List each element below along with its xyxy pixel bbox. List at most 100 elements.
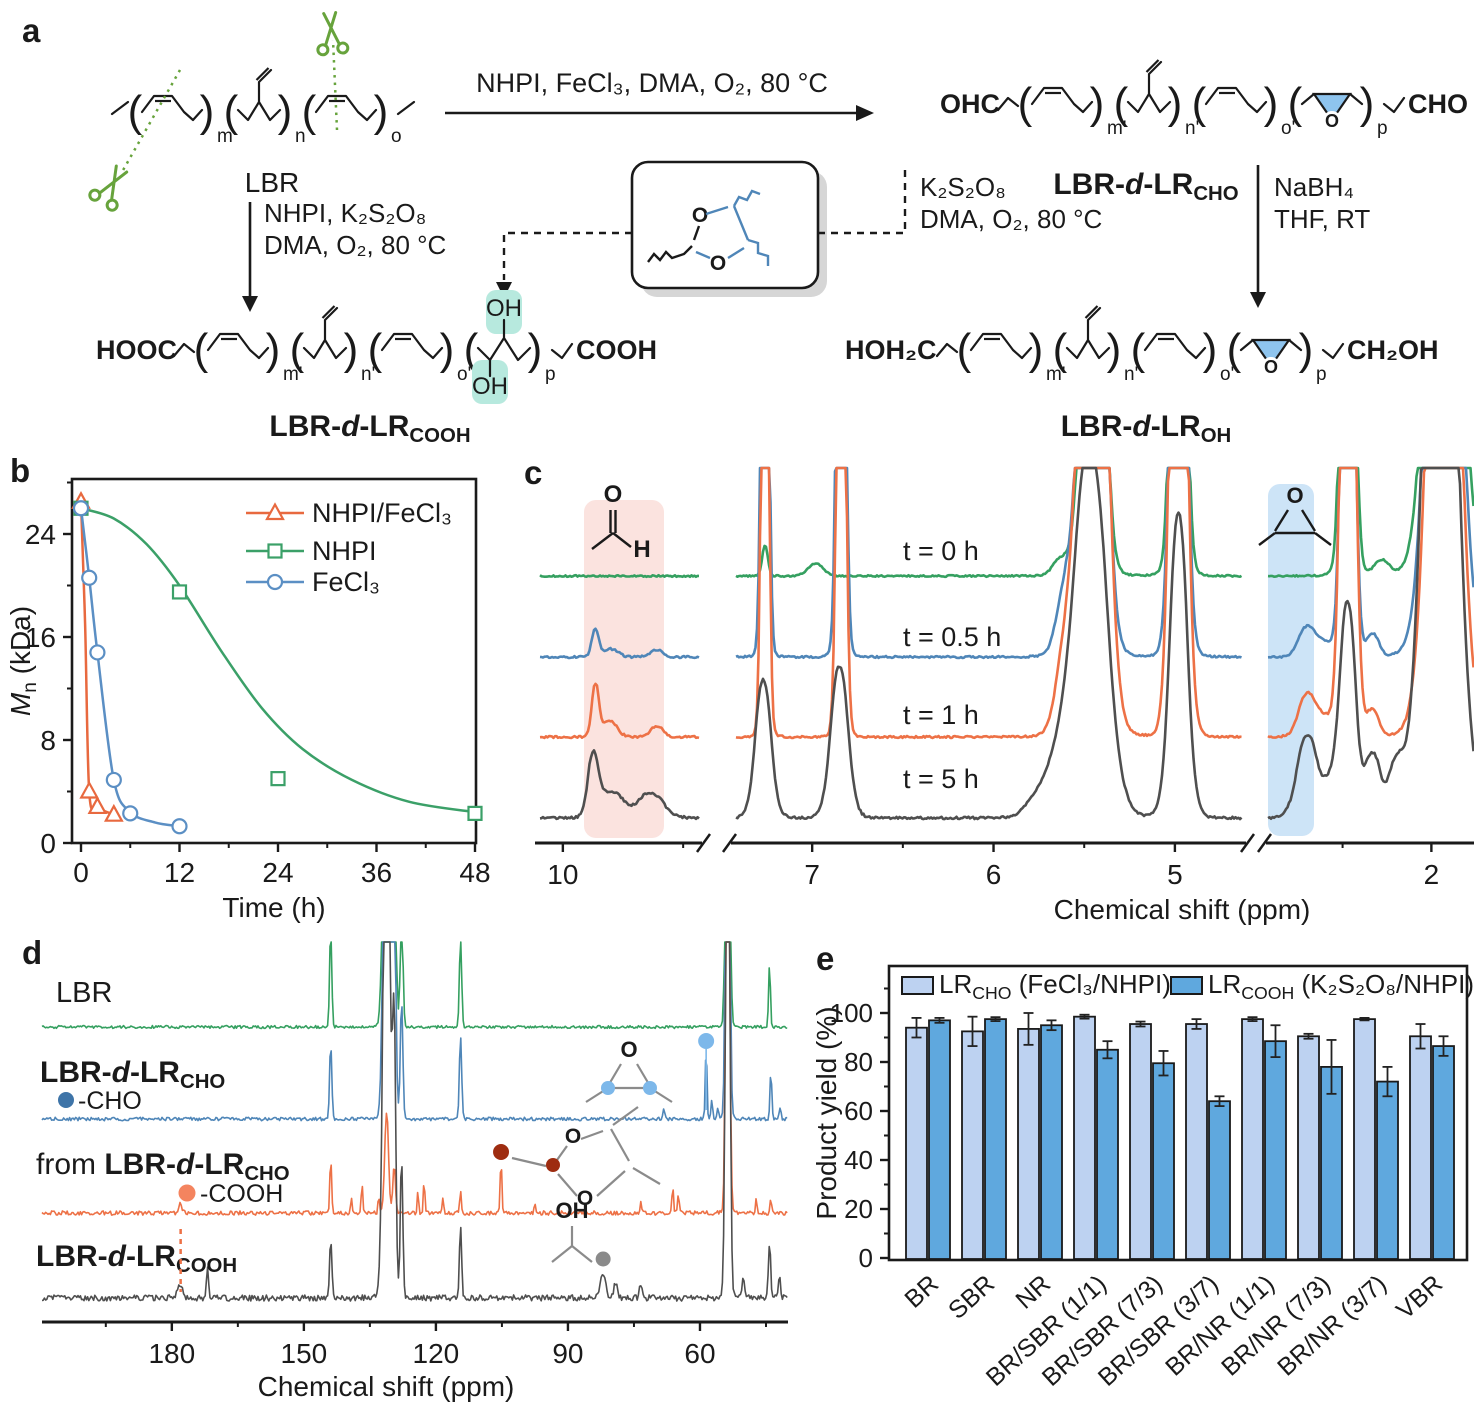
cho-assignment-label: -CHO	[78, 1087, 142, 1115]
data-point-1	[270, 771, 286, 787]
error-bar	[1046, 1019, 1057, 1032]
svg-text:(: (	[194, 325, 209, 374]
bar-BR-series-0	[905, 1026, 928, 1260]
x-tick-label: 60	[684, 1338, 715, 1369]
svg-text:(: (	[957, 325, 972, 374]
reaction-conditions-right-1: NaBH₄	[1274, 172, 1354, 202]
panel-label-e: e	[816, 940, 834, 977]
x-tick-label: 12	[164, 857, 195, 888]
panel-label-b: b	[10, 452, 30, 489]
svg-text:O: O	[1286, 483, 1303, 508]
y-tick-label: 20	[844, 1194, 873, 1224]
bar-BR/SBR (3/7)-series-0	[1185, 1023, 1208, 1260]
svg-text:): )	[440, 325, 455, 374]
bar-BR/SBR (7/3)-series-0	[1129, 1023, 1152, 1260]
aldehyde-structure-icon: OH	[591, 481, 651, 563]
svg-text:O: O	[565, 1125, 581, 1148]
y-axis-label: Product yield (%)	[811, 1006, 842, 1219]
error-bar	[1382, 1066, 1393, 1098]
nmr-trace-0	[539, 466, 1474, 579]
svg-text:m': m'	[1107, 118, 1126, 139]
reaction-conditions-right-2: THF, RT	[1274, 204, 1370, 234]
legend-item-0: NHPI/FeCl₃	[246, 498, 452, 528]
error-bar	[1158, 1050, 1169, 1077]
svg-text:(: (	[290, 325, 305, 374]
error-bar	[1359, 1017, 1370, 1022]
error-bar	[911, 1017, 922, 1039]
data-point-2	[72, 500, 90, 517]
svg-text:(: (	[1227, 325, 1242, 374]
svg-text:O: O	[620, 1037, 637, 1062]
error-bar	[990, 1016, 1001, 1022]
trace-label-1: t = 0.5 h	[903, 622, 1001, 652]
epoxide-peak-dot	[698, 1033, 715, 1049]
svg-text:): )	[1264, 79, 1279, 128]
svg-text:): )	[374, 87, 389, 136]
y-tick-label: 24	[25, 519, 56, 550]
y-tick-label: 16	[25, 622, 56, 653]
trace-label-2: from LBR-d-LRCHO	[36, 1148, 290, 1185]
svg-text:): )	[1203, 325, 1218, 374]
bar-BR-series-1	[928, 1019, 951, 1260]
error-bar	[1247, 1016, 1258, 1022]
svg-text:HOOC: HOOC	[96, 335, 177, 365]
panel-label-d: d	[22, 934, 42, 971]
svg-text:(: (	[464, 325, 479, 374]
bar-NR-series-0	[1017, 1028, 1040, 1260]
svg-text:COOH: COOH	[576, 335, 657, 365]
legend-label-2: FeCl₃	[312, 567, 380, 597]
reaction-conditions-top: NHPI, FeCl₃, DMA, O₂, 80 °C	[476, 68, 828, 98]
molecule-label-lbr-d-lr-cooh: LBR-d-LRCOOH	[269, 410, 470, 447]
svg-text:(: (	[368, 325, 383, 374]
y-tick-label: 0	[40, 828, 56, 859]
x-axis-label: Chemical shift (ppm)	[1054, 894, 1311, 925]
legend-label-1: LRCOOH (K₂S₂O₈/NHPI)	[1208, 969, 1474, 1003]
bar-BR/NR (7/3)-series-0	[1297, 1035, 1320, 1260]
error-bar	[1415, 1023, 1426, 1050]
reaction-conditions-mid-2: DMA, O₂, 80 °C	[920, 204, 1102, 234]
svg-text:p: p	[1316, 364, 1327, 385]
legend-marker-1	[267, 543, 283, 559]
nmr-trace-2	[41, 941, 788, 1216]
dioxolane-structure: OO	[647, 189, 770, 275]
reaction-conditions-left-2: DMA, O₂, 80 °C	[264, 230, 446, 260]
svg-text:o: o	[391, 126, 402, 147]
reaction-conditions-mid-1: K₂S₂O₈	[920, 172, 1006, 202]
bar-VBR-series-0	[1409, 1035, 1432, 1260]
svg-text:O: O	[1264, 357, 1278, 377]
data-point-2	[171, 818, 188, 835]
svg-text:o': o'	[457, 364, 471, 385]
nmr-trace-0	[41, 941, 788, 1030]
data-point-2	[105, 771, 122, 789]
svg-text:CH₂OH: CH₂OH	[1347, 335, 1439, 365]
cooh-assignment-label: -COOH	[200, 1180, 283, 1208]
error-bar	[967, 1015, 978, 1047]
cooh-assignment-dot	[178, 1184, 196, 1202]
svg-text:): )	[1107, 325, 1122, 374]
error-bar	[1102, 1040, 1113, 1060]
svg-text:p: p	[545, 364, 556, 385]
bar-SBR-series-1	[984, 1018, 1007, 1260]
x-axis-label: Time (h)	[222, 892, 325, 923]
x-tick-label: 48	[459, 857, 490, 888]
panel-b-mn-vs-time-chart: 0 8 16 24 0 12 24 36 48 Time (h) Mn (kDa) NHPI/FeCl…	[5, 477, 491, 923]
bar-BR/NR (3/7)-series-1	[1376, 1080, 1399, 1260]
svg-text:OH: OH	[556, 1198, 589, 1223]
error-bar	[934, 1017, 945, 1024]
bar-BR/SBR (7/3)-series-1	[1152, 1062, 1175, 1260]
svg-text:o': o'	[1281, 118, 1295, 139]
svg-text:O: O	[692, 204, 708, 227]
svg-text:(: (	[224, 87, 239, 136]
legend-marker-2	[266, 573, 284, 591]
y-tick-label: 0	[859, 1243, 873, 1273]
svg-text:CHO: CHO	[1408, 89, 1468, 119]
svg-text:m': m'	[1046, 364, 1065, 385]
x-category-label: NR	[1010, 1270, 1056, 1315]
series-line-1	[80, 507, 476, 814]
reaction-conditions-left-1: NHPI, K₂S₂O₈	[264, 198, 426, 228]
epoxide-structure-icon: O	[1258, 483, 1332, 546]
svg-text:n': n'	[1124, 364, 1138, 385]
